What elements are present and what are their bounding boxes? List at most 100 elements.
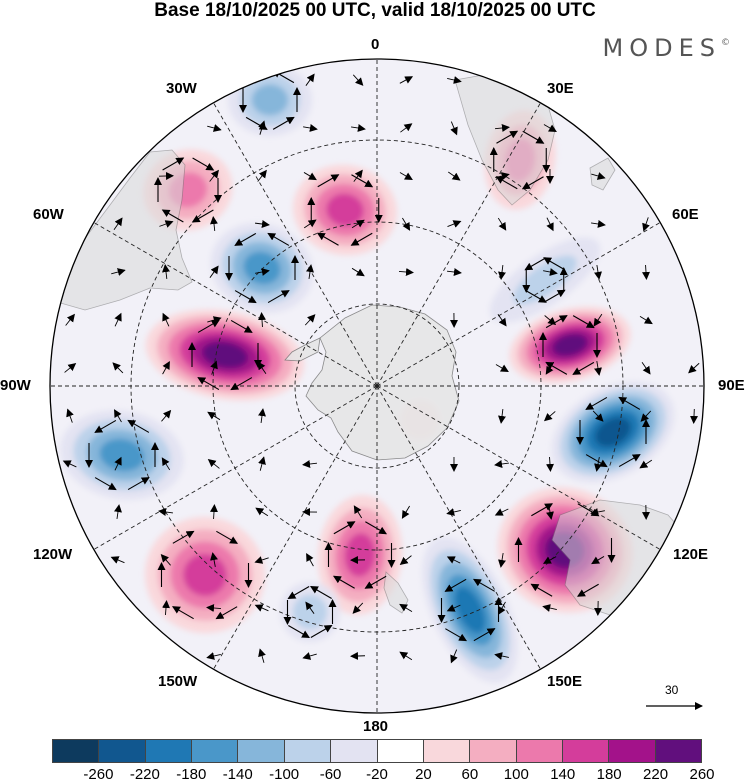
wind-arrow-icon bbox=[159, 220, 174, 228]
wind-arrow-icon bbox=[494, 652, 509, 660]
colorbar-tick-label: 180 bbox=[596, 766, 622, 783]
wind-arrow-icon bbox=[590, 508, 605, 516]
wind-arrow-icon bbox=[521, 176, 544, 190]
wind-arrow-icon bbox=[305, 73, 315, 86]
wind-arrow-icon bbox=[642, 217, 650, 232]
colorbar-swatch bbox=[609, 740, 656, 762]
wind-arrow-icon bbox=[546, 217, 554, 232]
wind-arrow-icon bbox=[446, 604, 461, 612]
wind-arrow-icon bbox=[258, 648, 266, 663]
map-title: Base 18/10/2025 00 UTC, valid 18/10/2025… bbox=[154, 0, 596, 21]
wind-arrow-icon bbox=[592, 410, 604, 422]
colorbar-swatch bbox=[470, 740, 517, 762]
label-lon-120w: 120W bbox=[33, 546, 73, 563]
wind-arrow-icon bbox=[158, 508, 173, 516]
wind-arrow-icon bbox=[162, 600, 170, 616]
label-lon-150e: 150E bbox=[547, 673, 583, 690]
wind-arrow-icon bbox=[498, 553, 506, 568]
label-lon-120e: 120E bbox=[673, 546, 709, 563]
wind-arrow-icon bbox=[192, 157, 215, 171]
wind-arrow-icon bbox=[114, 456, 122, 471]
wind-arrow-icon bbox=[305, 601, 315, 614]
wind-arrow-icon bbox=[641, 361, 651, 375]
colorbar-tick-label: -260 bbox=[83, 766, 114, 783]
wind-arrow-icon bbox=[399, 76, 414, 84]
wind-arrow-icon bbox=[114, 504, 122, 519]
colorbar-swatch bbox=[145, 740, 193, 762]
negative-anomaly-contour bbox=[595, 417, 631, 447]
positive-anomaly-contour bbox=[326, 193, 364, 227]
wind-arrow-icon bbox=[267, 232, 290, 246]
colorbar-swatch bbox=[516, 740, 563, 762]
wind-arrow-icon bbox=[258, 312, 266, 328]
wind-arrow-icon bbox=[446, 268, 462, 276]
south-america-landmass bbox=[50, 149, 193, 311]
colorbar-swatch bbox=[284, 740, 332, 762]
wind-arrow-icon bbox=[448, 171, 461, 181]
wind-arrow-icon bbox=[642, 264, 650, 280]
wind-arrow-icon bbox=[494, 460, 509, 468]
wind-arrow-icon bbox=[257, 169, 267, 182]
colorbar-tick-label: -20 bbox=[366, 766, 388, 783]
colorbar-tick-label: 20 bbox=[415, 766, 432, 783]
wind-arrow-icon bbox=[254, 220, 270, 228]
wind-arrow-icon bbox=[310, 624, 333, 638]
wind-arrow-icon bbox=[593, 313, 603, 327]
wind-arrow-icon bbox=[365, 521, 388, 535]
colorbar-swatch bbox=[331, 740, 378, 762]
wind-arrow-icon bbox=[215, 606, 238, 620]
wind-arrow-icon bbox=[543, 268, 558, 276]
wind-arrow-icon bbox=[207, 458, 220, 469]
wind-arrow-icon bbox=[160, 553, 171, 566]
positive-anomaly-contour bbox=[552, 333, 588, 357]
wind-arrow-icon bbox=[542, 604, 557, 612]
graticule bbox=[50, 59, 704, 713]
meridian-line bbox=[376, 220, 664, 387]
wind-arrow-icon bbox=[302, 652, 317, 660]
label-lon-60e: 60E bbox=[672, 206, 699, 223]
wind-arrow-icon bbox=[287, 586, 310, 600]
wind-arrow-icon bbox=[542, 556, 557, 564]
positive-anomaly-contour bbox=[344, 533, 376, 577]
wind-arrow-icon bbox=[522, 130, 545, 144]
wind-arrow-icon bbox=[111, 268, 126, 276]
wind-arrow-icon bbox=[447, 220, 462, 228]
wind-arrow-icon bbox=[444, 578, 467, 592]
wind-arrow-icon bbox=[127, 419, 150, 433]
wind-arrow-icon bbox=[353, 169, 363, 182]
wind-arrow-icon bbox=[191, 209, 214, 223]
polar-map bbox=[49, 58, 705, 714]
wind-arrow-icon bbox=[545, 315, 568, 329]
wind-arrow-icon bbox=[446, 556, 461, 564]
wind-arrow-icon bbox=[162, 157, 185, 171]
colorbar-swatch bbox=[377, 740, 424, 762]
colorbar-swatch bbox=[238, 740, 285, 762]
wind-arrow-icon bbox=[498, 264, 506, 280]
wind-arrow-icon bbox=[209, 265, 219, 278]
wind-arrow-icon bbox=[316, 232, 339, 246]
wind-arrow-icon bbox=[472, 578, 495, 592]
wind-arrow-icon bbox=[351, 267, 365, 277]
wind-arrow-icon bbox=[445, 628, 468, 642]
wind-arrow-icon bbox=[498, 601, 506, 615]
wind-arrow-icon bbox=[258, 456, 266, 471]
wind-arrow-icon bbox=[545, 361, 555, 375]
wind-arrow-icon bbox=[66, 408, 74, 423]
wind-arrow-icon bbox=[546, 505, 554, 520]
wind-arrow-icon bbox=[206, 604, 222, 612]
wind-arrow-icon bbox=[257, 361, 267, 375]
positive-anomaly-contour bbox=[183, 553, 227, 597]
antarctica-landmass bbox=[305, 304, 460, 461]
wind-arrow-icon bbox=[543, 124, 557, 132]
wind-arrow-icon bbox=[353, 505, 363, 519]
wind-arrow-icon bbox=[258, 408, 266, 423]
wind-arrow-icon bbox=[591, 220, 606, 228]
wind-arrow-icon bbox=[209, 169, 219, 182]
wind-arrow-icon bbox=[333, 521, 356, 535]
wind-arrow-icon bbox=[639, 459, 653, 469]
colorbar-tick-label: 260 bbox=[689, 766, 715, 783]
colorbar-swatch bbox=[192, 740, 239, 762]
wind-arrow-icon bbox=[618, 396, 641, 410]
wind-arrow-icon bbox=[255, 268, 270, 276]
colorbar-tick-label: -60 bbox=[319, 766, 342, 783]
